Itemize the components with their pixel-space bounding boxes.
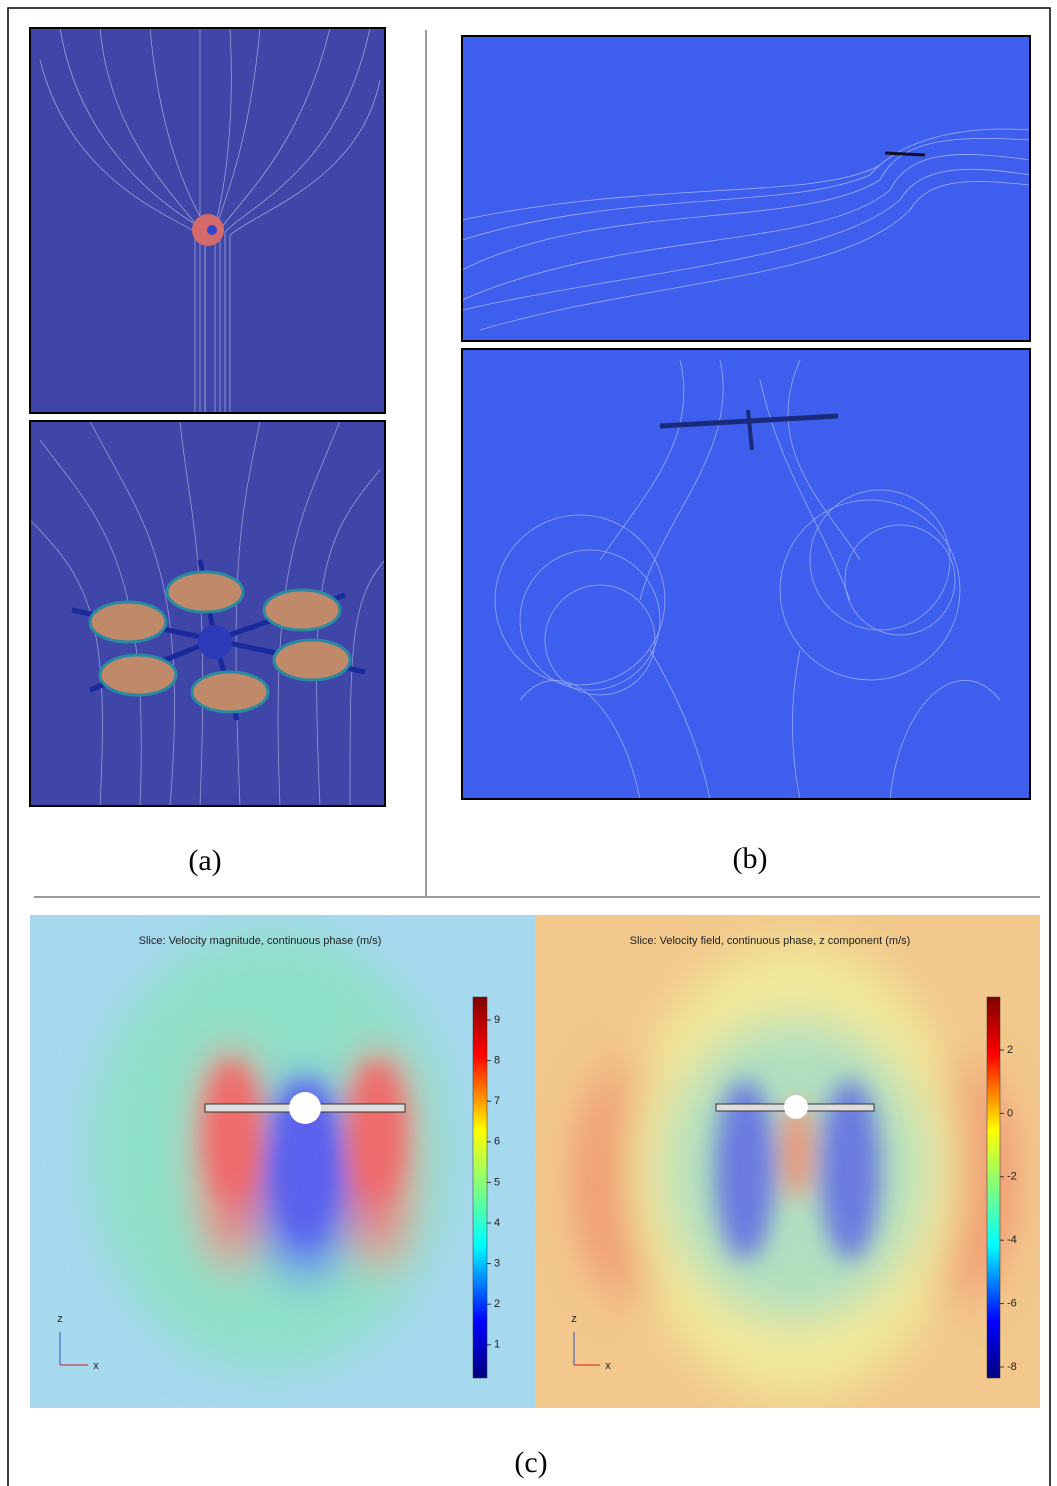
figure: (a) (b) Slice: Velocity magnitude, conti… [0, 0, 1057, 1486]
tick-label: -6 [1007, 1298, 1017, 1310]
tick-label: -2 [1007, 1171, 1017, 1183]
axis-label: x [93, 1360, 99, 1372]
image-b-bottom [462, 349, 1030, 799]
tick-label: 1 [494, 1339, 500, 1351]
image-a-top [30, 28, 385, 413]
slice-title: Slice: Velocity magnitude, continuous ph… [139, 935, 382, 947]
colorbar [473, 997, 487, 1378]
tick-label: 4 [494, 1217, 500, 1229]
image-a-bottom [30, 421, 385, 806]
page: {"panels": { "a": {"label": "(a)"}, "b":… [0, 0, 1057, 1486]
tick-label: 0 [1007, 1107, 1013, 1119]
heatmap-right [535, 915, 1040, 1408]
tick-label: -8 [1007, 1361, 1017, 1373]
slice-title: Slice: Velocity field, continuous phase,… [630, 935, 911, 947]
tick-label: -4 [1007, 1234, 1017, 1246]
tick-label: 9 [494, 1014, 500, 1026]
axis-label: z [571, 1313, 577, 1325]
image-b-top [462, 36, 1030, 341]
tick-label: 2 [494, 1298, 500, 1310]
axis-label: x [605, 1360, 611, 1372]
tick-label: 5 [494, 1176, 500, 1188]
colorbar [987, 997, 1000, 1378]
axis-label: z [57, 1313, 63, 1325]
panel-label: (a) [188, 844, 221, 877]
tick-label: 6 [494, 1136, 500, 1148]
panel-label: (b) [733, 842, 768, 875]
tick-label: 8 [494, 1055, 500, 1067]
tick-label: 2 [1007, 1044, 1013, 1056]
panel-label: (c) [514, 1446, 547, 1479]
tick-label: 3 [494, 1258, 500, 1270]
heatmap-left [30, 915, 535, 1408]
tick-label: 7 [494, 1095, 500, 1107]
